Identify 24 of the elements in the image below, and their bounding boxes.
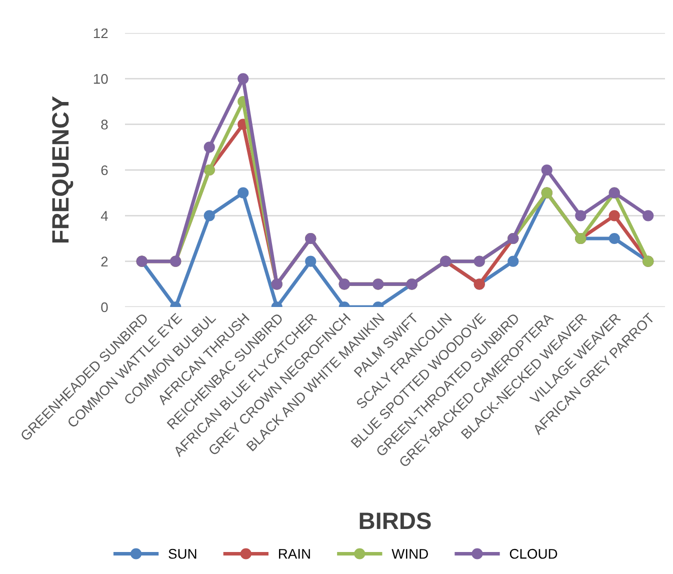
point bbox=[238, 73, 249, 84]
point bbox=[608, 210, 620, 222]
point bbox=[204, 210, 215, 222]
legend-label: RAIN bbox=[279, 549, 310, 559]
point bbox=[642, 210, 654, 222]
point bbox=[608, 232, 620, 244]
y-tick-label: 10 bbox=[94, 74, 108, 84]
point bbox=[204, 142, 215, 153]
legend-label: SUN bbox=[168, 548, 196, 559]
legend-label: CLOUD bbox=[510, 548, 558, 559]
y-tick-label: 2 bbox=[101, 256, 108, 266]
point bbox=[541, 164, 552, 176]
point bbox=[508, 256, 519, 267]
legend-label: WIND bbox=[392, 549, 428, 559]
y-axis-title: FREQUENCY bbox=[52, 96, 74, 243]
y-tick-label: 12 bbox=[94, 28, 108, 38]
x-axis-title: BIRDS bbox=[360, 512, 431, 530]
y-tick-label: 0 bbox=[101, 302, 108, 312]
y-tick-label: 8 bbox=[101, 120, 108, 130]
y-tick-label: 6 bbox=[101, 165, 108, 176]
point bbox=[238, 187, 249, 198]
point bbox=[305, 256, 316, 267]
y-tick-label: 4 bbox=[100, 211, 108, 221]
point bbox=[575, 210, 586, 222]
